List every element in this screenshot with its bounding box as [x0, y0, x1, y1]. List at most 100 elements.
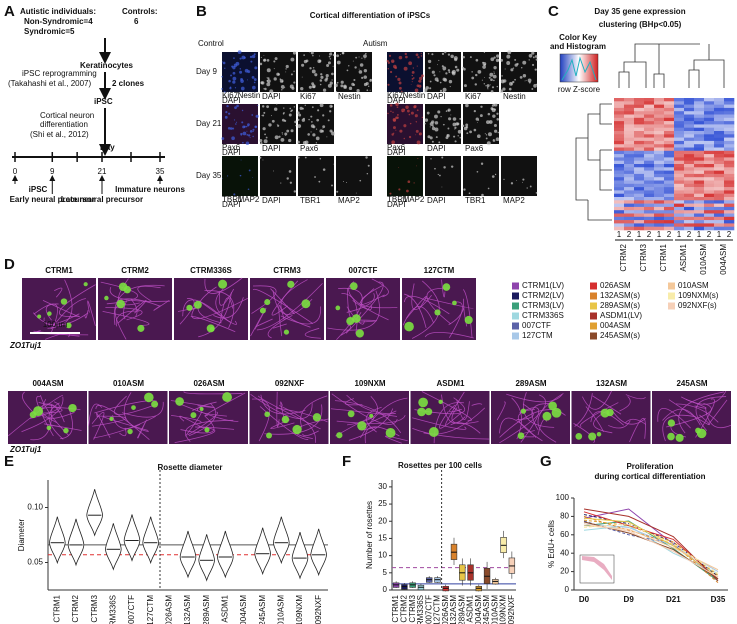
heatmap-cell: [614, 193, 625, 198]
image-texture: [522, 178, 525, 181]
image-texture: [311, 121, 313, 123]
heatmap-cell: [624, 183, 635, 188]
heatmap-cell: [654, 164, 665, 168]
image-texture: [232, 65, 236, 70]
image-texture: [479, 114, 483, 118]
image-texture: [469, 56, 472, 59]
image-texture: [327, 61, 331, 65]
image-texture: [228, 79, 231, 83]
series-line: [583, 523, 719, 574]
rosette: [464, 315, 473, 325]
heatmap-cell: [664, 121, 675, 125]
image-texture: [249, 55, 253, 59]
heatmap-cell: [654, 121, 665, 125]
heatmap-cell: [644, 117, 655, 122]
image-texture: [336, 54, 340, 58]
neurite: [44, 423, 82, 431]
heatmap-cell: [614, 223, 625, 227]
image-texture: [410, 111, 414, 115]
heatmap-cell: [664, 183, 675, 188]
legend-swatch: [590, 302, 597, 310]
heatmap-cell: [694, 190, 705, 194]
image-texture: [465, 103, 469, 108]
image-texture: [408, 135, 412, 139]
x-tick-label: CTRM336S: [416, 595, 425, 624]
heatmap-cell: [704, 210, 715, 214]
neurite: [204, 290, 235, 329]
x-tick-label: D35: [711, 595, 726, 604]
heatmap-cell: [684, 173, 695, 178]
y-tick-label: 0: [565, 585, 570, 594]
heatmap-cell: [724, 226, 735, 231]
image-texture: [475, 58, 479, 62]
image-texture: [253, 81, 256, 84]
image-texture: [345, 181, 347, 183]
heatmap-cell: [614, 127, 625, 132]
stage: Immature neurons: [115, 185, 185, 194]
heatmap-cell: [614, 210, 625, 214]
neurite: [91, 411, 105, 440]
heatmap-cell: [704, 187, 715, 191]
image-texture: [276, 103, 278, 105]
heatmap-cell: [674, 117, 685, 122]
heatmap-cell: [674, 197, 685, 201]
rosette: [385, 427, 396, 438]
heatmap-cell: [654, 137, 665, 142]
neurite: [137, 285, 161, 302]
heatmap-cell: [634, 117, 645, 122]
stage: Late neural precursor: [61, 195, 143, 204]
heatmap-cell: [724, 124, 735, 128]
neurite: [180, 415, 215, 434]
heatmap-cell: [624, 137, 635, 142]
neurite: [271, 280, 299, 316]
image-texture: [393, 132, 395, 134]
neurite: [582, 390, 612, 410]
neurite: [499, 417, 537, 438]
image-texture: [434, 114, 438, 119]
heatmap-cell: [624, 213, 635, 218]
merge-label: DAPI: [387, 148, 406, 157]
neurite: [122, 401, 164, 418]
image-texture: [496, 118, 500, 121]
image-texture: [322, 125, 326, 129]
heatmap-cell: [704, 114, 715, 119]
image-texture: [331, 72, 334, 76]
image-texture: [366, 89, 369, 92]
image-texture: [322, 168, 326, 171]
image-texture: [286, 177, 289, 180]
heatmap-cell: [624, 206, 635, 211]
heatmap-cell: [704, 193, 715, 198]
image-texture: [283, 119, 287, 122]
legend-swatch: [512, 302, 519, 310]
image-texture: [266, 68, 271, 73]
heatmap-cell: [714, 187, 725, 191]
heatmap-cell: [654, 124, 665, 128]
image-texture: [262, 159, 264, 161]
image-texture: [432, 125, 434, 128]
heatmap-cell: [624, 134, 635, 138]
image-texture: [249, 137, 251, 139]
heatmap-cell: [634, 200, 645, 204]
image-texture: [311, 106, 314, 109]
neurite: [523, 392, 555, 428]
image-texture: [459, 117, 462, 120]
chart-title: Rosette diameter: [158, 463, 223, 472]
legend-label: 127CTM: [522, 331, 553, 340]
image-texture: [259, 138, 263, 143]
rosette: [186, 304, 193, 311]
heatmap-cell: [674, 114, 685, 119]
heatmap-cell: [704, 220, 715, 224]
image-texture: [522, 60, 527, 65]
heatmap-cell: [714, 167, 725, 171]
heatmap-cell: [724, 220, 735, 224]
image-texture: [319, 79, 323, 82]
image-texture: [435, 136, 438, 139]
image-texture: [262, 127, 266, 131]
channel-label: MAP2: [503, 196, 525, 205]
rosette: [109, 416, 114, 422]
image-texture: [254, 125, 258, 129]
image-texture: [331, 79, 333, 81]
x-tick-label: 289ASM: [457, 595, 466, 624]
heatmap-cell: [644, 140, 655, 145]
heatmap-cell: [704, 154, 715, 158]
